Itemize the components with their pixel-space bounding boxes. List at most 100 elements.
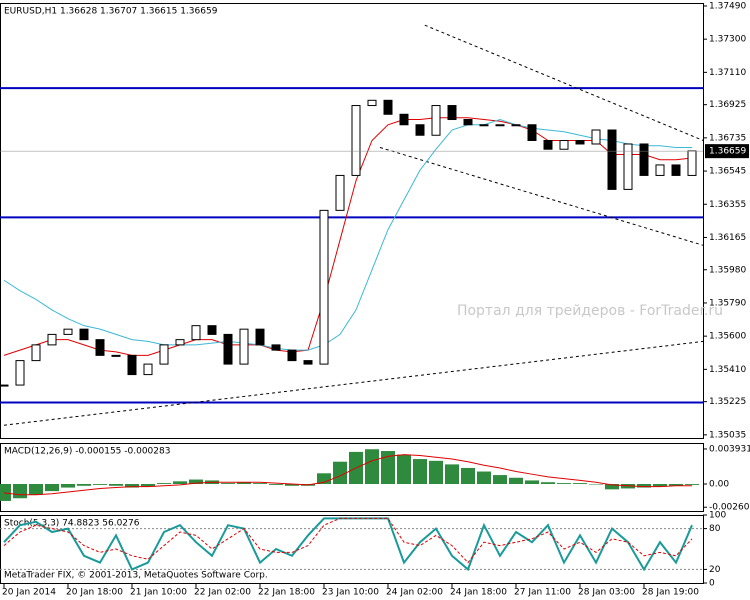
- y-tick-label: 1.36355: [709, 200, 746, 210]
- macd-bar: [653, 483, 667, 487]
- macd-bar: [221, 483, 235, 484]
- indicator-line: [3, 454, 692, 496]
- x-tick-label: 28 Jan 19:00: [642, 588, 699, 598]
- current-price-label: 1.36659: [709, 147, 746, 157]
- candle: [207, 325, 217, 335]
- macd-bar: [461, 467, 475, 484]
- candle: [591, 129, 601, 145]
- candle: [191, 325, 201, 341]
- candle: [463, 119, 473, 126]
- y-tick-label: 1.35225: [709, 397, 746, 407]
- macd-bar: [0, 483, 11, 501]
- macd-bar: [413, 459, 427, 484]
- candle: [31, 344, 41, 362]
- candle: [95, 339, 105, 356]
- candle: [287, 349, 297, 362]
- macd-bar: [141, 483, 155, 487]
- pane-border: [0, 3, 704, 439]
- indicator-line: [3, 517, 693, 572]
- macd-bar: [253, 483, 267, 484]
- y-tick-label: 1.36735: [709, 133, 746, 143]
- trend-line: [379, 146, 704, 246]
- macd-bar: [525, 480, 539, 484]
- macd-bar: [125, 483, 139, 488]
- candle: [239, 328, 249, 365]
- y-tick-label: 1.37110: [709, 68, 746, 78]
- candle: [623, 143, 633, 190]
- candle: [655, 164, 665, 176]
- macd-bar: [637, 483, 651, 488]
- macd-bar: [477, 471, 491, 484]
- trend-line: [424, 24, 704, 141]
- candle: [687, 150, 697, 176]
- macd-bar: [93, 483, 107, 485]
- macd-bar: [13, 483, 27, 499]
- pane-border: [0, 443, 704, 512]
- candle: [63, 328, 73, 335]
- y-tick-label: 1.35410: [709, 365, 746, 375]
- macd-bar: [589, 483, 603, 485]
- footer: MetaTrader FIX, © 2001-2013, MetaQuotes …: [4, 571, 268, 581]
- candle: [159, 344, 169, 365]
- macd-bar: [365, 449, 379, 484]
- macd-bar: [109, 483, 123, 486]
- y-tick-label: 1.35600: [709, 332, 746, 342]
- macd-bar: [173, 481, 187, 484]
- candle: [575, 139, 585, 145]
- candle: [175, 339, 185, 346]
- macd-bar: [509, 477, 523, 484]
- macd-bar: [29, 483, 43, 495]
- macd-bar: [669, 483, 683, 486]
- candle: [223, 333, 233, 365]
- candle: [639, 143, 649, 176]
- y-tick-label: 1.37490: [709, 1, 746, 11]
- candle: [415, 124, 425, 136]
- x-tick-label: 21 Jan 10:00: [130, 588, 187, 598]
- candle: [303, 360, 313, 365]
- y-tick-label: 1.36925: [709, 100, 746, 110]
- candle: [399, 113, 409, 126]
- y-tick-label: 1.35790: [709, 298, 746, 308]
- macd-bar: [541, 482, 555, 484]
- y-tick-label: 1.37300: [709, 35, 746, 45]
- x-tick-label: 20 Jan 2014: [2, 588, 56, 598]
- y-tick-label: -0.002607: [709, 503, 750, 513]
- y-tick-label: 20: [709, 565, 721, 575]
- x-tick-label: 23 Jan 10:00: [322, 588, 379, 598]
- x-tick-label: 24 Jan 18:00: [450, 588, 507, 598]
- macd-bar: [317, 473, 331, 484]
- candle: [335, 174, 345, 211]
- x-tick-label: 27 Jan 11:00: [514, 588, 571, 598]
- x-tick-label: 20 Jan 18:00: [66, 588, 123, 598]
- candle: [543, 139, 553, 150]
- candle: [0, 384, 9, 387]
- macd-bar: [557, 483, 571, 484]
- macd-bar: [157, 483, 171, 484]
- candle: [111, 354, 121, 357]
- pane-title: MACD(12,26,9) -0.000155 -0.000283: [4, 447, 170, 457]
- candle: [431, 105, 441, 136]
- macd-bar: [269, 483, 283, 485]
- y-tick-label: 1.35035: [709, 430, 746, 440]
- y-tick-label: 0.00: [709, 479, 729, 489]
- macd-bar: [573, 483, 587, 484]
- macd-bar: [77, 483, 91, 486]
- macd-bar: [397, 454, 411, 484]
- indicator-line: [3, 118, 692, 351]
- watermark: Портал для трейдеров - ForTrader.ru: [457, 303, 723, 319]
- candle: [271, 344, 281, 351]
- macd-bar: [285, 483, 299, 486]
- y-tick-label: 80: [709, 524, 721, 534]
- candle: [127, 354, 137, 376]
- candle: [143, 363, 153, 376]
- current-price-box: [705, 144, 749, 159]
- candle: [607, 129, 617, 190]
- macd-bar: [45, 483, 59, 492]
- candle: [447, 105, 457, 121]
- y-tick-label: 0.003931: [709, 444, 750, 454]
- macd-bar: [605, 483, 619, 490]
- pane-title: EURUSD,H1 1.36628 1.36707 1.36615 1.3665…: [4, 7, 218, 17]
- candle: [47, 333, 57, 346]
